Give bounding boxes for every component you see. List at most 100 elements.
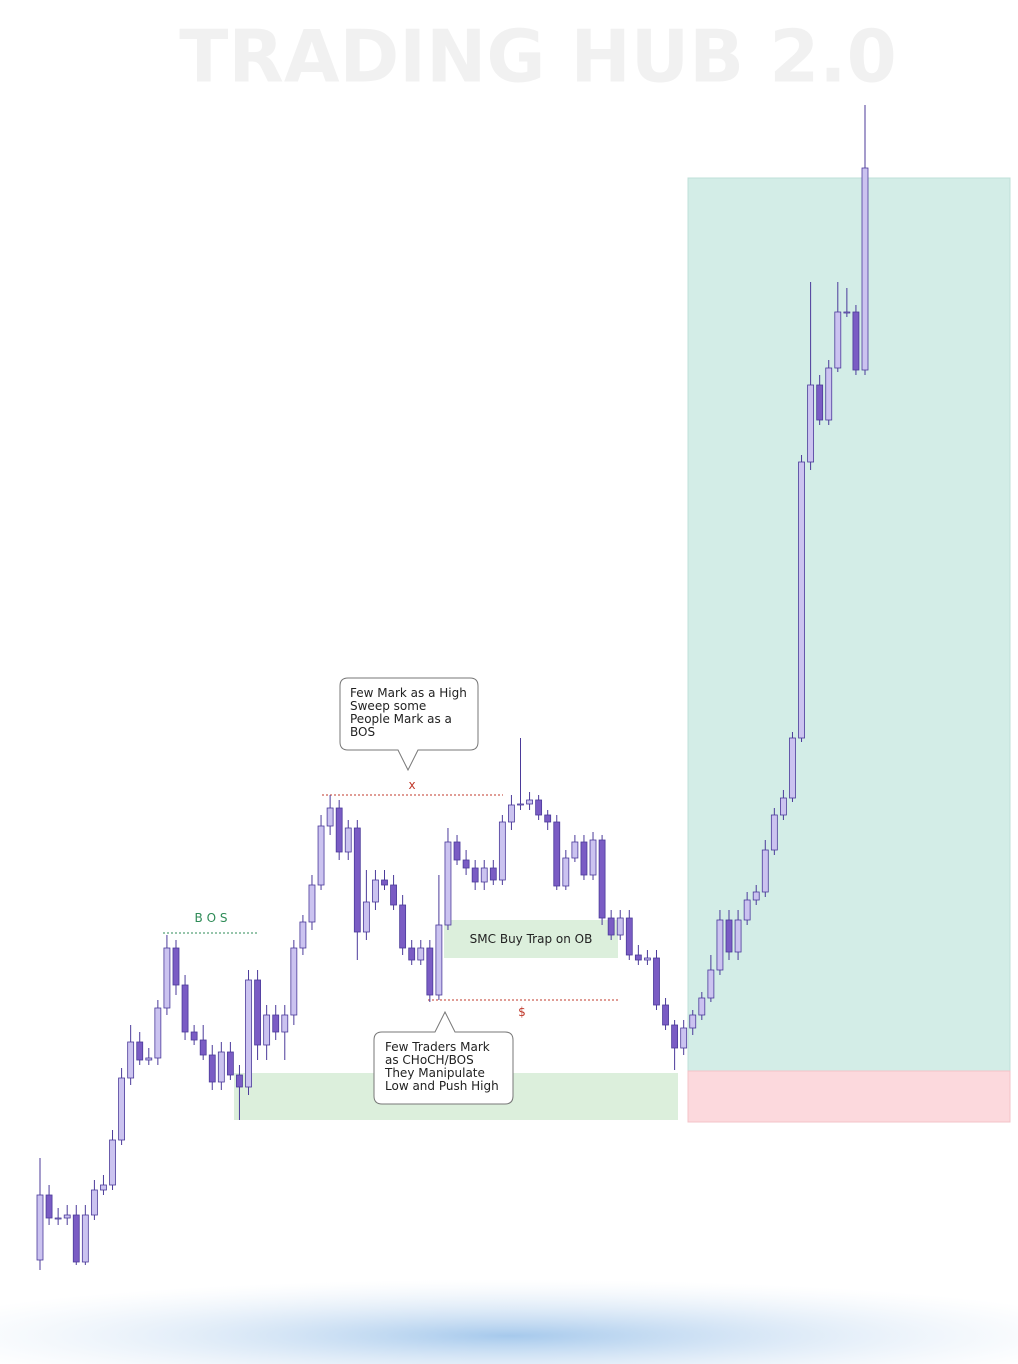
candle-body xyxy=(752,891,760,901)
candle-body xyxy=(181,984,189,1033)
candle-body xyxy=(462,859,470,869)
candle-body xyxy=(489,867,497,881)
candle-body xyxy=(308,884,316,923)
candle-body xyxy=(118,1077,125,1141)
candle-body xyxy=(562,857,570,887)
candle-body xyxy=(272,1014,280,1033)
candle-body xyxy=(544,814,552,823)
candle-body xyxy=(852,311,860,371)
candle-body xyxy=(90,1189,98,1216)
candle-body xyxy=(254,979,261,1046)
candle-body xyxy=(644,957,651,961)
candle-body xyxy=(109,1139,116,1186)
background-cloud xyxy=(0,1270,1018,1364)
candle-body xyxy=(770,814,778,851)
candle-body xyxy=(217,1051,225,1083)
candle-body xyxy=(417,947,425,961)
candle-body xyxy=(444,841,452,926)
candle-body xyxy=(698,997,706,1016)
candle-body xyxy=(725,919,733,953)
candle-body xyxy=(163,947,171,1009)
candle-body xyxy=(671,1024,679,1049)
candle-body xyxy=(245,979,252,1088)
candle-body xyxy=(63,1214,71,1219)
candle-body xyxy=(662,1004,669,1026)
candle-body xyxy=(498,821,506,881)
candle-body xyxy=(807,384,815,463)
candle-body xyxy=(299,921,307,949)
low-marker: $ xyxy=(518,1005,526,1019)
trap-zone xyxy=(444,920,618,958)
candle-body xyxy=(625,917,633,956)
stop-zone xyxy=(687,1070,1011,1123)
candle-body xyxy=(689,1014,697,1029)
candle-body xyxy=(553,821,561,887)
callout-line: BOS xyxy=(350,725,375,739)
candle-body xyxy=(408,947,416,961)
candle-body xyxy=(798,461,805,739)
bos-label: B O S xyxy=(195,911,228,925)
callout-line: People Mark as a xyxy=(350,712,452,726)
candle-body xyxy=(145,1057,153,1061)
candle-body xyxy=(190,1031,198,1041)
candle-body xyxy=(326,807,334,827)
candle-body xyxy=(789,737,796,799)
candle-body xyxy=(45,1194,53,1219)
candle-body xyxy=(471,867,479,883)
candle-body xyxy=(598,839,606,919)
candle-body xyxy=(834,311,842,369)
candle-body xyxy=(634,954,642,961)
callout-line: Few Mark as a High xyxy=(350,686,467,700)
candle-body xyxy=(680,1027,688,1049)
watermark-title: TRADING HUB 2.0 xyxy=(179,15,896,99)
candle-body xyxy=(72,1214,80,1263)
candle-body xyxy=(127,1041,135,1079)
candle-body xyxy=(843,311,851,314)
candle-body xyxy=(236,1074,243,1088)
callout-line: Few Traders Mark xyxy=(385,1040,490,1054)
callout-line: as CHoCH/BOS xyxy=(385,1053,474,1067)
high-marker: x xyxy=(408,778,415,792)
candle-body xyxy=(281,1014,289,1033)
candle-body xyxy=(734,919,742,953)
candle-body xyxy=(716,919,724,971)
candle-body xyxy=(136,1041,144,1061)
candle-body xyxy=(526,799,533,805)
candle-body xyxy=(653,957,660,1006)
candle-body xyxy=(607,917,615,936)
candle-body xyxy=(816,384,824,421)
candle-body xyxy=(399,904,407,949)
candle-body xyxy=(517,803,524,806)
callout-line: They Manipulate xyxy=(384,1066,485,1080)
ob-label: SMC Buy Trap on OB xyxy=(470,932,593,946)
candle-body xyxy=(580,841,588,876)
target-zone xyxy=(687,177,1011,1072)
candle-body xyxy=(317,825,325,886)
candle-body xyxy=(226,1051,234,1076)
candle-body xyxy=(208,1054,216,1083)
candle-body xyxy=(335,807,343,853)
candle-body xyxy=(199,1039,207,1056)
candle-body xyxy=(36,1194,44,1261)
candle-body xyxy=(381,879,388,886)
candle-body xyxy=(535,799,543,816)
candle-body xyxy=(761,849,769,893)
candle-body xyxy=(81,1214,89,1263)
candle-body xyxy=(480,867,488,883)
candle-body xyxy=(372,879,379,903)
candle-body xyxy=(825,367,833,421)
candle-body xyxy=(426,947,434,996)
candle-body xyxy=(353,827,361,933)
candle-body xyxy=(290,947,298,1016)
candle-body xyxy=(861,167,869,371)
candle-body xyxy=(780,797,787,816)
callout-line: Sweep some xyxy=(350,699,426,713)
candle-body xyxy=(589,839,597,876)
candle-body xyxy=(616,917,624,936)
low-callout-box xyxy=(373,1010,514,1105)
candle-body xyxy=(362,901,370,933)
candles xyxy=(36,105,869,1270)
candle-body xyxy=(571,841,579,859)
